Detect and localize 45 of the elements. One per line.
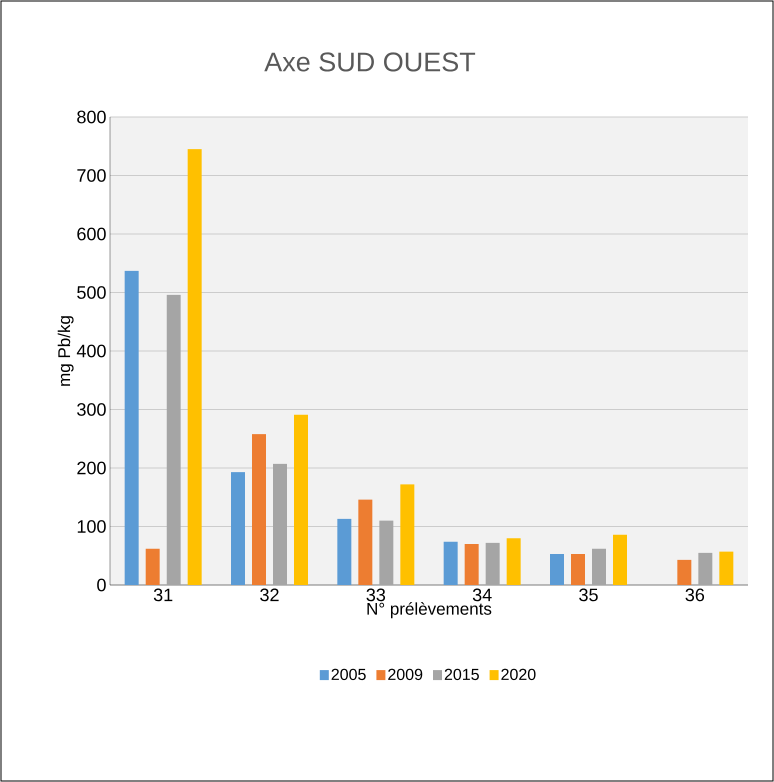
bar <box>231 472 245 585</box>
x-tick-label: 31 <box>154 588 172 602</box>
legend-label: 2009 <box>388 668 422 680</box>
x-tick-label: 35 <box>579 588 598 602</box>
legend-label: 2020 <box>501 668 536 680</box>
bar <box>146 548 160 585</box>
bar <box>506 538 521 585</box>
x-axis-title: N° prélèvements <box>367 602 492 618</box>
y-tick-label: 600 <box>77 228 106 240</box>
bar <box>464 544 479 585</box>
legend-label: 2005 <box>332 668 366 680</box>
bar <box>188 149 202 585</box>
x-tick-label: 33 <box>366 588 386 602</box>
bar <box>444 542 458 585</box>
bar <box>379 520 394 585</box>
y-tick-label: 700 <box>77 169 106 182</box>
bar <box>719 552 734 585</box>
bar <box>124 270 139 585</box>
legend-label: 2015 <box>444 668 479 680</box>
bar <box>613 534 627 585</box>
x-tick-label: 32 <box>260 588 279 602</box>
bar <box>252 434 266 585</box>
y-tick-label: 100 <box>78 520 106 533</box>
y-tick-label: 200 <box>77 462 106 474</box>
bar <box>698 552 712 585</box>
y-tick-label: 0 <box>97 578 106 592</box>
bar <box>571 554 585 585</box>
x-tick-label: 34 <box>472 588 492 602</box>
bar <box>337 518 352 585</box>
bar <box>550 554 564 585</box>
y-tick-label: 300 <box>77 403 106 416</box>
y-tick-label: 500 <box>77 286 106 299</box>
bar <box>358 500 372 585</box>
bar <box>294 414 308 585</box>
chart-title: Axe SUD OUEST <box>264 52 476 72</box>
bar <box>273 464 287 585</box>
bar <box>486 542 500 585</box>
y-axis-title: mg Pb/kg <box>58 316 74 386</box>
bar <box>400 484 414 585</box>
bar <box>166 294 181 585</box>
bar <box>677 560 692 585</box>
y-tick-label: 800 <box>77 110 106 124</box>
y-tick-label: 400 <box>76 344 106 358</box>
x-tick-label: 36 <box>686 588 704 602</box>
bar <box>592 548 606 585</box>
